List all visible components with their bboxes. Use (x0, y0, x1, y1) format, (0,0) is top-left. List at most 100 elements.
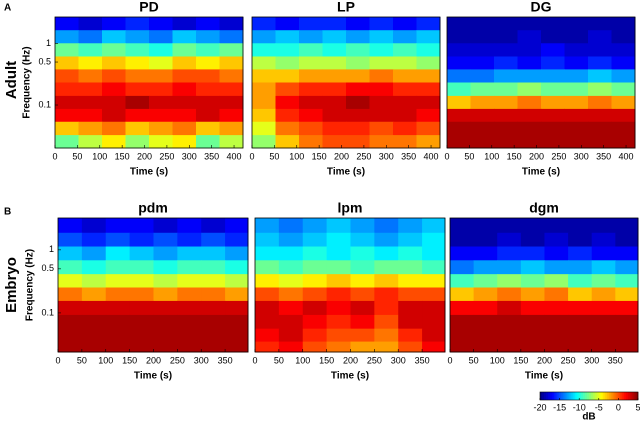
x-tick-label: 350 (415, 355, 430, 365)
heatmap-cell (541, 43, 565, 57)
x-tick-label: 150 (507, 151, 522, 161)
heatmap-cell (517, 69, 542, 83)
heatmap-cell (299, 56, 323, 70)
heatmap-cell (55, 82, 79, 97)
heatmap-cell (278, 341, 304, 353)
colorbar-step (561, 392, 564, 400)
heatmap-cell (102, 121, 126, 136)
heatmap-cell (225, 287, 249, 302)
heatmap-cell (81, 300, 107, 316)
heatmap-cell (81, 218, 107, 234)
heatmap-cell (129, 232, 154, 248)
heatmap-cell (541, 95, 565, 110)
heatmap-cell (346, 108, 370, 123)
heatmap-cell (102, 56, 126, 70)
x-tick-label: 50 (274, 355, 284, 365)
heatmap-cell (447, 69, 471, 83)
heatmap-cell (102, 95, 126, 110)
y-tick-label: 1 (46, 38, 51, 48)
heatmap-cell (252, 56, 276, 70)
colorbar-step (567, 392, 570, 400)
heatmap-cell (81, 341, 107, 353)
heatmap-cell (81, 328, 107, 343)
heatmap-cell (326, 328, 351, 343)
colorbar-step (636, 392, 639, 400)
heatmap-cell (302, 218, 328, 234)
heatmap-cell (591, 328, 616, 343)
plot-frame (251, 16, 441, 149)
heatmap-cell (450, 232, 475, 248)
heatmap-cell (172, 56, 197, 70)
heatmap-cell (497, 287, 522, 302)
heatmap-cell (393, 43, 417, 57)
heatmap-cell (369, 17, 394, 31)
heatmap-cell (255, 232, 280, 248)
x-tick-label: 350 (596, 151, 611, 161)
heatmap-cell (275, 56, 300, 70)
heatmap-cell (393, 17, 417, 31)
x-tick-label: 250 (159, 151, 174, 161)
heatmap-cell (520, 287, 545, 302)
heatmap-cell (494, 95, 518, 110)
heatmap-cell (369, 108, 394, 123)
heatmap-cell (172, 69, 197, 83)
x-tick-label: 350 (401, 151, 416, 161)
x-tick-label: 50 (269, 151, 279, 161)
heatmap-cell (58, 246, 83, 261)
heatmap-cell (591, 260, 616, 275)
heatmap-cell (611, 43, 636, 57)
heatmap-cell (416, 43, 441, 57)
colorbar-step (620, 392, 623, 400)
colorbar-step (589, 392, 592, 400)
heatmap-cell (201, 314, 226, 330)
heatmap-cell (494, 82, 518, 97)
heatmap-cell (252, 82, 276, 97)
y-tick-label: 0.1 (41, 307, 54, 317)
heatmap-cell (302, 274, 328, 288)
heatmap-cell (172, 82, 197, 97)
heatmap-cell (494, 121, 518, 136)
x-tick-label: 100 (98, 355, 113, 365)
heatmap-cell (322, 108, 347, 123)
heatmap-cell (55, 43, 79, 57)
heatmap-cell (473, 246, 498, 261)
heatmap-cell (398, 246, 423, 261)
heatmap-cell (78, 121, 103, 136)
heatmap-cell (470, 121, 495, 136)
heatmap-cell (611, 69, 636, 83)
heatmap-cell (55, 121, 79, 136)
heatmap-cell (153, 300, 178, 316)
heatmap-cell (369, 30, 394, 44)
heatmap-cell (369, 135, 394, 149)
heatmap-cell (55, 17, 79, 31)
heatmap-cell (177, 246, 202, 261)
heatmap-cell (129, 328, 154, 343)
heatmap-cell (153, 314, 178, 330)
heatmap-cell (326, 300, 351, 316)
colorbar-step (602, 392, 605, 400)
colorbar-step (569, 392, 572, 400)
x-tick-label: 150 (312, 151, 327, 161)
heatmap-cell (520, 341, 545, 353)
heatmap-cell (447, 121, 471, 136)
heatmap-cell (172, 30, 197, 44)
heatmap-cell (149, 30, 173, 44)
heatmap-cell (416, 95, 441, 110)
row-label: Embryo (3, 257, 20, 313)
heatmap-cell (611, 56, 636, 70)
colorbar-step (632, 392, 635, 400)
heatmap-cell (322, 56, 347, 70)
heatmap-cell (422, 274, 446, 288)
y-tick-label: 0.1 (38, 99, 51, 109)
heatmap-cell (422, 218, 446, 234)
colorbar-tick-label: -5 (595, 402, 603, 412)
heatmap-cell (255, 218, 280, 234)
x-tick-label: 50 (72, 151, 82, 161)
heatmap-cell (278, 246, 304, 261)
heatmap-cell (398, 328, 423, 343)
colorbar-step (612, 392, 615, 400)
heatmap-cell (196, 69, 220, 83)
heatmap-cell (588, 95, 612, 110)
heatmap-cell (58, 232, 83, 248)
heatmap-cell (201, 232, 226, 248)
